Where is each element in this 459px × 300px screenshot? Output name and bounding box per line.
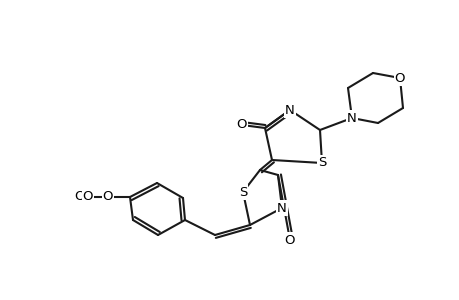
Text: O: O <box>394 71 404 85</box>
Text: O: O <box>74 190 85 203</box>
Text: S: S <box>317 157 325 169</box>
Text: S: S <box>238 185 246 199</box>
Text: N: N <box>285 103 294 116</box>
Text: O: O <box>236 118 247 131</box>
Text: N: N <box>276 202 286 214</box>
Text: N: N <box>347 112 356 124</box>
Text: O: O <box>83 190 93 203</box>
Text: O: O <box>102 190 113 203</box>
Text: O: O <box>284 233 295 247</box>
